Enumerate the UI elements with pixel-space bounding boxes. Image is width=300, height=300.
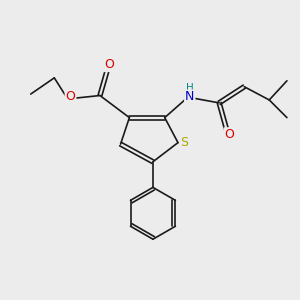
Text: H: H bbox=[186, 83, 194, 93]
Text: N: N bbox=[185, 91, 194, 103]
Text: O: O bbox=[225, 128, 234, 141]
Text: O: O bbox=[104, 58, 114, 71]
Text: O: O bbox=[66, 91, 75, 103]
Text: S: S bbox=[181, 136, 188, 149]
